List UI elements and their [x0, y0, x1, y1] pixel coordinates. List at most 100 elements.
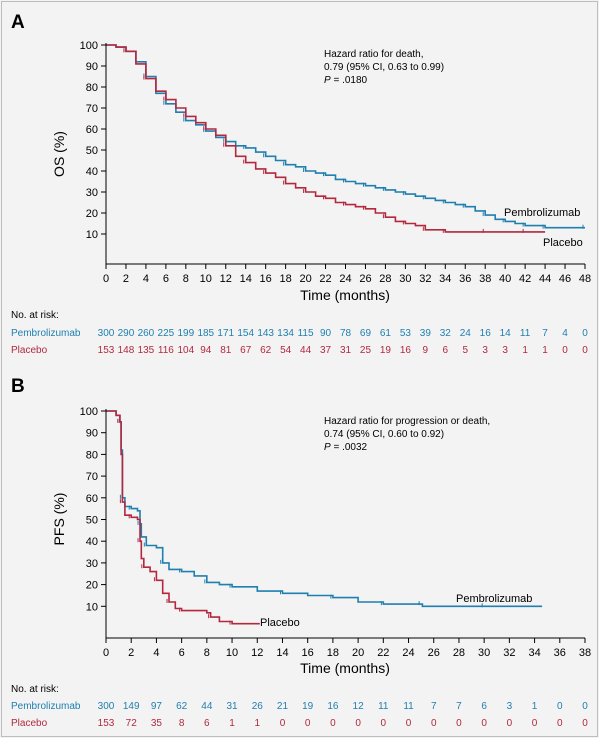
panel-a-risk-number-pembrolizumab: 300 [98, 328, 115, 339]
panel-a-risk-number-pembrolizumab: 39 [420, 328, 432, 339]
panel-b-risk-number-pembrolizumab: 19 [302, 701, 314, 712]
panel-a-x-tick-label: 36 [459, 273, 471, 285]
panel-a-x-tick-label: 46 [559, 273, 571, 285]
panel-a-x-tick-label: 28 [379, 273, 391, 285]
panel-a-x-tick-label: 16 [260, 273, 272, 285]
panel-b-risk-number-pembrolizumab: 12 [353, 701, 365, 712]
panel-b-risk-number-pembrolizumab: 1 [532, 701, 538, 712]
panel-a-risk-number-pembrolizumab: 7 [542, 328, 548, 339]
panel-b-x-tick-label: 20 [352, 647, 364, 659]
panel-a-risk-number-placebo: 1 [522, 345, 528, 356]
panel-b-risk-number-pembrolizumab: 149 [123, 701, 140, 712]
panel-b-risk-number-placebo: 0 [507, 718, 513, 729]
panel-b-hazard-line2: 0.74 (95% CI, 0.60 to 0.92) [324, 429, 444, 440]
panel-a-risk-number-pembrolizumab: 11 [520, 328, 531, 339]
panel-a-risk-number-pembrolizumab: 69 [360, 328, 372, 339]
panel-b-pembrolizumab-curve [106, 410, 543, 608]
panel-a-risk-number-placebo: 81 [220, 345, 232, 356]
panel-a-risk-number-placebo: 44 [300, 345, 312, 356]
panel-b-p-value: P = .0032 [324, 442, 368, 453]
panel-a-risk-number-placebo: 19 [380, 345, 392, 356]
panel-b-x-tick-label: 32 [503, 647, 515, 659]
panel-b-p-number: = .0032 [331, 442, 368, 453]
panel-a-x-tick-label: 14 [240, 273, 252, 285]
panel-b-placebo-label: Placebo [260, 617, 300, 629]
panel-b-x-tick-label: 2 [128, 647, 134, 659]
panel-a-risk-number-pembrolizumab: 78 [340, 328, 352, 339]
panel-a-x-tick-label: 26 [359, 273, 371, 285]
panel-b-placebo-curve [106, 410, 260, 625]
panel-b-p-italic: P [324, 442, 331, 453]
panel-a-risk-number-pembrolizumab: 4 [562, 328, 568, 339]
panel-a-risk-number-placebo: 116 [158, 345, 174, 356]
panel-a-pembrolizumab-curve [106, 44, 585, 229]
panel-a-y-tick-label: 90 [86, 61, 98, 73]
panel-b-risk-number-pembrolizumab: 31 [226, 701, 238, 712]
panel-b-y-tick-label: 30 [86, 558, 98, 570]
panel-b-x-tick-label: 28 [453, 647, 465, 659]
panel-a-x-tick-label: 18 [280, 273, 292, 285]
panel-a-label: A [11, 12, 25, 33]
panel-a-risk-number-placebo: 135 [138, 345, 155, 356]
panel-b-x-tick-label: 36 [554, 647, 566, 659]
panel-a-risk-number-placebo: 67 [240, 345, 252, 356]
panel-b-risk-number-pembrolizumab: 44 [201, 701, 213, 712]
panel-b-y-tick-label: 10 [86, 601, 98, 613]
panel-b-x-tick-label: 38 [579, 647, 591, 659]
panel-b-risk-number-placebo: 0 [381, 718, 387, 729]
panel-b-risk-number-pembrolizumab: 97 [151, 701, 163, 712]
panel-a-risk-number-pembrolizumab: 115 [298, 328, 314, 339]
panel-a-x-tick-label: 8 [183, 273, 189, 285]
panel-a-x-tick-label: 4 [143, 273, 149, 285]
panel-b-y-tick-label: 60 [86, 493, 98, 505]
panel-a-risk-number-pembrolizumab: 32 [440, 328, 452, 339]
panel-a-x-tick-label: 10 [200, 273, 212, 285]
panel-a-y-tick-label: 30 [86, 187, 98, 199]
panel-b-risk-number-placebo: 8 [179, 718, 185, 729]
panel-a-hazard-line2: 0.79 (95% CI, 0.63 to 0.99) [324, 62, 444, 73]
panel-a-x-tick-label: 40 [499, 273, 511, 285]
panel-b-x-ticks: 0 2 4 6 8 10 12 14 16 18 20 22 24 26 28 30 32 34 36 38 [103, 638, 591, 659]
panel-b-risk-number-placebo: 1 [229, 718, 235, 729]
panel-b-x-tick-label: 6 [179, 647, 185, 659]
panel-b-x-tick-label: 14 [276, 647, 288, 659]
panel-a-y-tick-label: 80 [86, 82, 98, 94]
panel-a-x-tick-label: 34 [439, 273, 451, 285]
panel-b-risk-number-pembrolizumab: 300 [98, 701, 115, 712]
panel-a-y-tick-label: 50 [86, 145, 98, 157]
panel-a-p-number: = .0180 [331, 75, 368, 86]
panel-a-risk-label-pembrolizumab: Pembrolizumab [11, 328, 81, 339]
panel-b-risk-number-placebo: 153 [98, 718, 115, 729]
panel-a-p-italic: P [324, 75, 331, 86]
panel-b-risk-number-pembrolizumab: 11 [378, 701, 389, 712]
panel-a-risk-number-pembrolizumab: 134 [277, 328, 294, 339]
panel-a-risk-number-placebo: 0 [582, 345, 588, 356]
panel-b-risk-number-placebo: 0 [355, 718, 361, 729]
panel-a-x-tick-label: 32 [419, 273, 431, 285]
panel-a-x-tick-label: 38 [479, 273, 491, 285]
panel-b-risk-number-pembrolizumab: 0 [557, 701, 563, 712]
panel-b-risk-label-placebo: Placebo [11, 718, 48, 729]
panel-a-y-tick-label: 100 [80, 40, 98, 52]
panel-a-y-tick-label: 40 [86, 166, 98, 178]
panel-b-x-tick-label: 0 [103, 647, 109, 659]
panel-b-y-tick-label: 40 [86, 536, 98, 548]
panel-b-y-ticks: 10 20 30 40 50 60 70 80 90 100 [80, 406, 106, 613]
panel-a-risk-number-placebo: 9 [423, 345, 429, 356]
panel-b-y-tick-label: 20 [86, 580, 98, 592]
panel-a-risk-number-placebo: 6 [443, 345, 449, 356]
panel-a-curves [106, 44, 585, 233]
panel-a-risk-number-pembrolizumab: 260 [138, 328, 155, 339]
panel-a-y-tick-label: 20 [86, 208, 98, 220]
panel-b-y-tick-label: 70 [86, 471, 98, 483]
panel-b-x-tick-label: 24 [402, 647, 414, 659]
panel-b-y-axis-title: PFS (%) [51, 493, 67, 546]
panel-b-label: B [11, 376, 25, 397]
panel-a-risk-number-placebo: 54 [280, 345, 292, 356]
panel-a-risk-number-placebo: 148 [118, 345, 135, 356]
panel-b-risk-number-pembrolizumab: 3 [507, 701, 513, 712]
panel-b-risk-label-pembrolizumab: Pembrolizumab [11, 701, 81, 712]
